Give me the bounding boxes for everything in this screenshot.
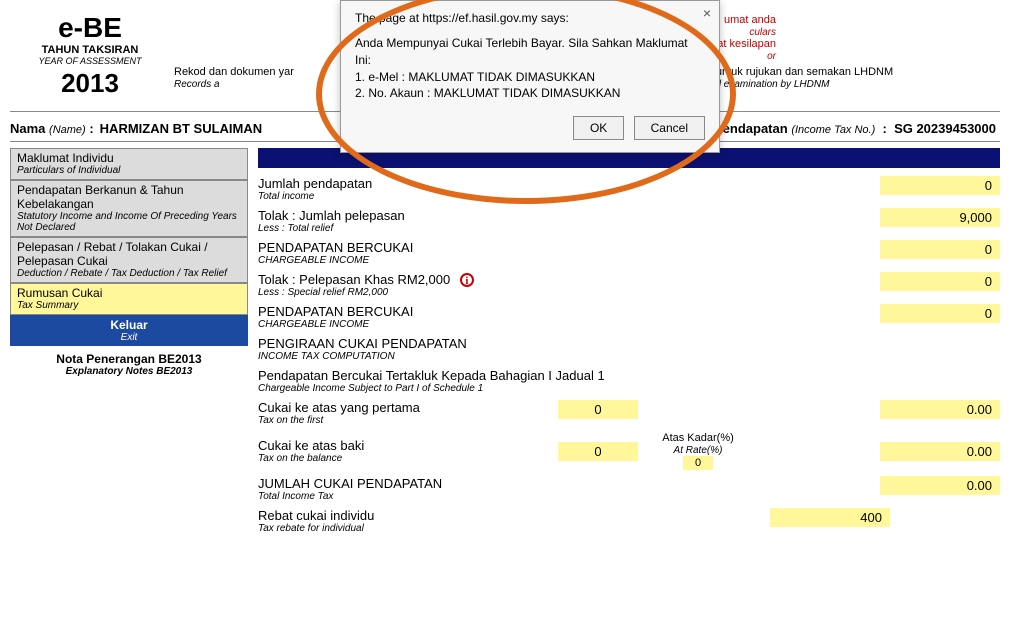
exit-button[interactable]: KeluarExit [10,315,248,346]
val-total-income: 0 [880,176,1000,195]
dialog-header: The page at https://ef.hasil.gov.my says… [355,11,705,25]
year: 2013 [10,68,170,99]
year-t: TAHUN TAKSIRAN [10,44,170,56]
tip1e: culars [749,27,776,38]
val-charge1: 0 [880,240,1000,259]
rate-box: Atas Kadar(%) At Rate(%) 0 [638,432,758,470]
mid-balance: 0 [558,442,638,461]
sidebar-item-pendapatan[interactable]: Pendapatan Berkanun & Tahun Kebelakangan… [10,180,248,237]
lbl-charge1: PENDAPATAN BERCUKAICHARGEABLE INCOME [258,240,728,266]
info-icon[interactable]: i [460,273,474,287]
year-e: YEAR OF ASSESSMENT [10,56,170,66]
lbl-total-income: Jumlah pendapatanTotal income [258,176,728,202]
sidebar-item-pelepasan[interactable]: Pelepasan / Rebat / Tolakan Cukai / Pele… [10,237,248,283]
taxno: endapatan (Income Tax No.) : SG 20239453… [723,121,996,136]
val-special: 0 [880,272,1000,291]
val-charge2: 0 [880,304,1000,323]
alert-dialog: × The page at https://ef.hasil.gov.my sa… [340,0,720,153]
mid-first: 0 [558,400,638,419]
lbl-charge2: PENDAPATAN BERCUKAICHARGEABLE INCOME [258,304,728,330]
lbl-rebate: Rebat cukai individuTax rebate for indiv… [258,508,728,534]
logo-box: e-BE TAHUN TAKSIRAN YEAR OF ASSESSMENT 2… [10,8,170,109]
val-first: 0.00 [880,400,1000,419]
tip2: at kesilapan [717,38,776,50]
lbl-comp: PENGIRAAN CUKAI PENDAPATANINCOME TAX COM… [258,336,728,362]
rec-m: Rekod dan dokumen yar [174,66,294,78]
sidebar-item-rumusan[interactable]: Rumusan CukaiTax Summary [10,283,248,315]
lbl-first: Cukai ke atas yang pertamaTax on the fir… [258,400,558,426]
close-icon[interactable]: × [703,5,711,21]
ok-button[interactable]: OK [573,116,624,140]
lbl-relief: Tolak : Jumlah pelepasanLess : Total rel… [258,208,728,234]
dialog-message: Anda Mempunyai Cukai Terlebih Bayar. Sil… [355,35,705,102]
lbl-special: Tolak : Pelepasan Khas RM2,000 i Less : … [258,272,728,298]
name-value: HARMIZAN BT SULAIMAN [100,121,262,136]
name-label: Nama (Name) : [10,121,94,136]
val-balance: 0.00 [880,442,1000,461]
tip2e: or [767,51,776,62]
ebe-title: e-BE [10,12,170,44]
tip1: umat anda [724,14,776,26]
val-relief: 9,000 [880,208,1000,227]
sidebar-item-individu[interactable]: Maklumat IndividuParticulars of Individu… [10,148,248,180]
notes-link[interactable]: Nota Penerangan BE2013Explanatory Notes … [10,346,248,383]
lbl-sched: Pendapatan Bercukai Tertakluk Kepada Bah… [258,368,858,394]
val-rebate: 400 [770,508,890,527]
cancel-button[interactable]: Cancel [634,116,705,140]
val-total-tax: 0.00 [880,476,1000,495]
lbl-total-tax: JUMLAH CUKAI PENDAPATANTotal Income Tax [258,476,728,502]
lbl-balance: Cukai ke atas bakiTax on the balance [258,438,558,464]
rec-e: Records a [174,79,220,90]
